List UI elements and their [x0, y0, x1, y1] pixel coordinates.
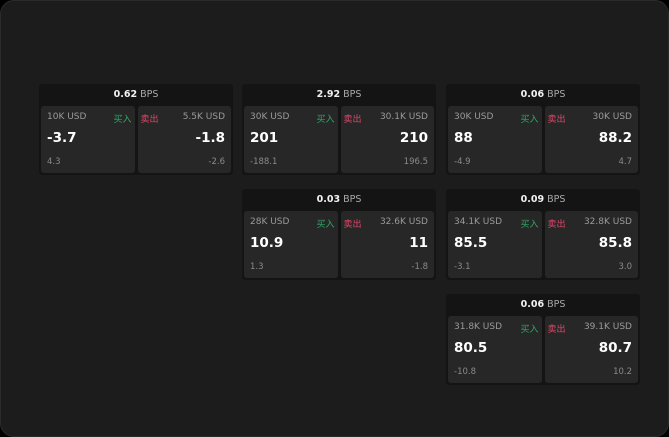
quote-card: 0.03 BPS 28K USD 买入 10.9 1.3 卖出 32.6K US…	[242, 189, 436, 280]
buy-panel[interactable]: 31.8K USD 买入 80.5 -10.8	[448, 316, 542, 383]
buy-change: 4.3	[47, 157, 61, 167]
sell-label: 卖出	[343, 220, 362, 230]
spread-header: 0.09 BPS	[446, 189, 640, 210]
spread-value: 0.62	[113, 89, 138, 100]
buy-change: -4.9	[454, 157, 471, 167]
buy-price: 80.5	[454, 340, 488, 356]
sell-label: 卖出	[547, 325, 566, 335]
spread-value: 0.09	[520, 194, 545, 205]
buy-price: 201	[250, 130, 279, 146]
buy-label: 买入	[316, 220, 335, 230]
sell-panel[interactable]: 卖出 39.1K USD 80.7 10.2	[544, 316, 638, 383]
sell-change: 196.5	[403, 157, 428, 167]
buy-panel[interactable]: 34.1K USD 买入 85.5 -3.1	[448, 211, 542, 278]
spread-unit: BPS	[343, 194, 362, 205]
sell-price: -1.8	[195, 130, 225, 146]
spread-header: 2.92 BPS	[242, 84, 436, 105]
spread-value: 0.03	[316, 194, 341, 205]
buy-change: -188.1	[250, 157, 278, 167]
buy-panel[interactable]: 30K USD 买入 201 -188.1	[244, 106, 338, 173]
sell-price: 11	[409, 235, 428, 251]
sell-label: 卖出	[140, 115, 159, 125]
sell-change: 4.7	[618, 157, 632, 167]
buy-change: 1.3	[250, 262, 264, 272]
sell-label: 卖出	[343, 115, 362, 125]
buy-label: 买入	[316, 115, 335, 125]
quote-card: 0.06 BPS 30K USD 买入 88 -4.9 卖出 30K USD 8…	[446, 84, 640, 175]
quote-card: 0.62 BPS 10K USD 买入 -3.7 4.3 卖出 5.5K USD…	[39, 84, 233, 175]
quote-card: 0.09 BPS 34.1K USD 买入 85.5 -3.1 卖出 32.8K…	[446, 189, 640, 280]
sell-label: 卖出	[547, 220, 566, 230]
sell-size: 30.1K USD	[379, 112, 428, 122]
spread-unit: BPS	[547, 194, 566, 205]
buy-size: 34.1K USD	[454, 217, 503, 227]
buy-price: 10.9	[250, 235, 284, 251]
spread-value: 2.92	[316, 89, 341, 100]
buy-label: 买入	[520, 115, 539, 125]
sell-change: -2.6	[208, 157, 225, 167]
sell-label: 卖出	[547, 115, 566, 125]
spread-unit: BPS	[140, 89, 159, 100]
buy-size: 31.8K USD	[454, 322, 503, 332]
sell-price: 80.7	[598, 340, 632, 356]
buy-price: -3.7	[47, 130, 77, 146]
buy-panel[interactable]: 30K USD 买入 88 -4.9	[448, 106, 542, 173]
buy-price: 85.5	[454, 235, 488, 251]
buy-change: -10.8	[454, 367, 476, 377]
spread-unit: BPS	[547, 89, 566, 100]
sell-change: 3.0	[618, 262, 632, 272]
sell-panel[interactable]: 卖出 32.8K USD 85.8 3.0	[544, 211, 638, 278]
sell-size: 39.1K USD	[583, 322, 632, 332]
buy-size: 28K USD	[250, 217, 290, 227]
sell-price: 210	[399, 130, 428, 146]
buy-size: 30K USD	[250, 112, 290, 122]
spread-value: 0.06	[520, 299, 545, 310]
sell-price: 88.2	[598, 130, 632, 146]
sell-panel[interactable]: 卖出 30.1K USD 210 196.5	[340, 106, 434, 173]
buy-label: 买入	[520, 325, 539, 335]
quote-card: 0.06 BPS 31.8K USD 买入 80.5 -10.8 卖出 39.1…	[446, 294, 640, 385]
quote-card: 2.92 BPS 30K USD 买入 201 -188.1 卖出 30.1K …	[242, 84, 436, 175]
spread-value: 0.06	[520, 89, 545, 100]
spread-unit: BPS	[343, 89, 362, 100]
sell-size: 30K USD	[592, 112, 632, 122]
sell-change: -1.8	[411, 262, 428, 272]
buy-price: 88	[454, 130, 473, 146]
sell-panel[interactable]: 卖出 5.5K USD -1.8 -2.6	[137, 106, 231, 173]
spread-header: 0.62 BPS	[39, 84, 233, 105]
spread-header: 0.03 BPS	[242, 189, 436, 210]
sell-panel[interactable]: 卖出 30K USD 88.2 4.7	[544, 106, 638, 173]
spread-unit: BPS	[547, 299, 566, 310]
sell-size: 32.8K USD	[583, 217, 632, 227]
sell-size: 32.6K USD	[379, 217, 428, 227]
buy-panel[interactable]: 28K USD 买入 10.9 1.3	[244, 211, 338, 278]
sell-size: 5.5K USD	[182, 112, 225, 122]
spread-header: 0.06 BPS	[446, 84, 640, 105]
buy-panel[interactable]: 10K USD 买入 -3.7 4.3	[41, 106, 135, 173]
sell-change: 10.2	[613, 367, 632, 377]
buy-label: 买入	[113, 115, 132, 125]
buy-label: 买入	[520, 220, 539, 230]
buy-size: 30K USD	[454, 112, 494, 122]
sell-price: 85.8	[598, 235, 632, 251]
sell-panel[interactable]: 卖出 32.6K USD 11 -1.8	[340, 211, 434, 278]
buy-change: -3.1	[454, 262, 471, 272]
spread-header: 0.06 BPS	[446, 294, 640, 315]
buy-size: 10K USD	[47, 112, 87, 122]
